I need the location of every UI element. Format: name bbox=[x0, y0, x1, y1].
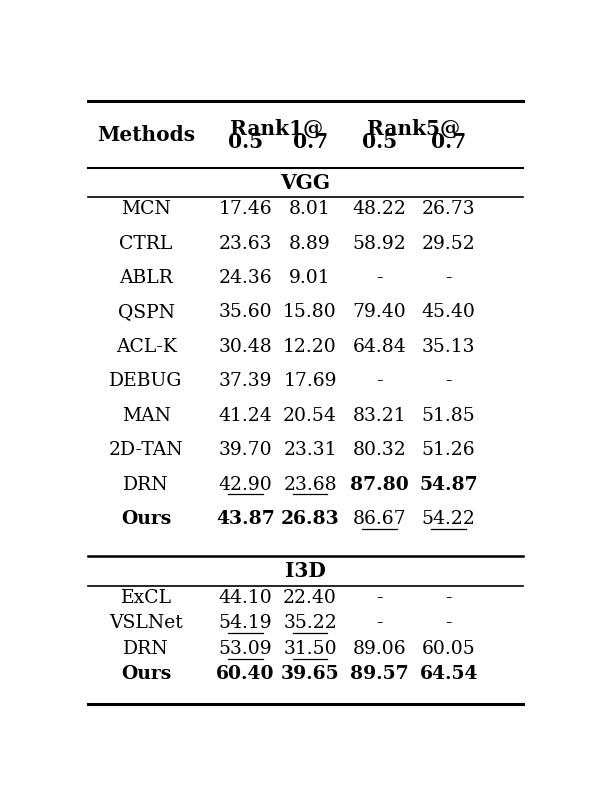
Text: 0.7: 0.7 bbox=[431, 133, 466, 152]
Text: 24.36: 24.36 bbox=[219, 269, 272, 287]
Text: 42.90: 42.90 bbox=[219, 476, 272, 494]
Text: 12.20: 12.20 bbox=[283, 338, 337, 356]
Text: 26.83: 26.83 bbox=[281, 510, 340, 528]
Text: 51.85: 51.85 bbox=[422, 407, 476, 425]
Text: 30.48: 30.48 bbox=[219, 338, 272, 356]
Text: -: - bbox=[445, 269, 452, 287]
Text: Rank5@: Rank5@ bbox=[367, 119, 460, 139]
Text: 35.60: 35.60 bbox=[219, 303, 272, 322]
Text: 86.67: 86.67 bbox=[353, 510, 406, 528]
Text: 0.5: 0.5 bbox=[228, 133, 263, 152]
Text: 29.52: 29.52 bbox=[422, 235, 476, 252]
Text: 45.40: 45.40 bbox=[422, 303, 476, 322]
Text: 64.84: 64.84 bbox=[352, 338, 406, 356]
Text: 89.06: 89.06 bbox=[353, 640, 406, 658]
Text: 54.87: 54.87 bbox=[420, 476, 478, 494]
Text: 23.63: 23.63 bbox=[219, 235, 272, 252]
Text: 48.22: 48.22 bbox=[352, 200, 406, 218]
Text: 35.13: 35.13 bbox=[422, 338, 476, 356]
Text: 41.24: 41.24 bbox=[219, 407, 272, 425]
Text: 54.19: 54.19 bbox=[219, 615, 272, 633]
Text: 2D-TAN: 2D-TAN bbox=[109, 441, 184, 459]
Text: 8.89: 8.89 bbox=[289, 235, 331, 252]
Text: 35.22: 35.22 bbox=[283, 615, 337, 633]
Text: I3D: I3D bbox=[285, 561, 326, 580]
Text: 37.39: 37.39 bbox=[219, 372, 272, 391]
Text: QSPN: QSPN bbox=[117, 303, 175, 322]
Text: 20.54: 20.54 bbox=[283, 407, 337, 425]
Text: 64.54: 64.54 bbox=[420, 665, 478, 684]
Text: 17.46: 17.46 bbox=[219, 200, 272, 218]
Text: CTRL: CTRL bbox=[119, 235, 173, 252]
Text: DRN: DRN bbox=[123, 476, 169, 494]
Text: MCN: MCN bbox=[121, 200, 171, 218]
Text: -: - bbox=[445, 372, 452, 391]
Text: 17.69: 17.69 bbox=[283, 372, 337, 391]
Text: Ours: Ours bbox=[121, 665, 171, 684]
Text: VSLNet: VSLNet bbox=[109, 615, 183, 633]
Text: Rank1@: Rank1@ bbox=[230, 119, 324, 139]
Text: 89.57: 89.57 bbox=[350, 665, 409, 684]
Text: 87.80: 87.80 bbox=[350, 476, 409, 494]
Text: MAN: MAN bbox=[122, 407, 170, 425]
Text: 83.21: 83.21 bbox=[353, 407, 406, 425]
Text: 8.01: 8.01 bbox=[289, 200, 331, 218]
Text: 26.73: 26.73 bbox=[422, 200, 476, 218]
Text: 22.40: 22.40 bbox=[283, 589, 337, 607]
Text: Methods: Methods bbox=[97, 125, 195, 145]
Text: 0.5: 0.5 bbox=[362, 133, 397, 152]
Text: VGG: VGG bbox=[280, 172, 331, 193]
Text: 54.22: 54.22 bbox=[422, 510, 476, 528]
Text: 53.09: 53.09 bbox=[219, 640, 272, 658]
Text: -: - bbox=[376, 269, 383, 287]
Text: 0.7: 0.7 bbox=[293, 133, 328, 152]
Text: 39.70: 39.70 bbox=[219, 441, 272, 459]
Text: 39.65: 39.65 bbox=[281, 665, 339, 684]
Text: -: - bbox=[445, 615, 452, 633]
Text: 80.32: 80.32 bbox=[352, 441, 406, 459]
Text: ExCL: ExCL bbox=[120, 589, 172, 607]
Text: -: - bbox=[376, 589, 383, 607]
Text: 51.26: 51.26 bbox=[422, 441, 476, 459]
Text: 23.68: 23.68 bbox=[283, 476, 337, 494]
Text: 43.87: 43.87 bbox=[216, 510, 275, 528]
Text: 58.92: 58.92 bbox=[352, 235, 406, 252]
Text: 31.50: 31.50 bbox=[283, 640, 337, 658]
Text: 9.01: 9.01 bbox=[289, 269, 331, 287]
Text: -: - bbox=[376, 615, 383, 633]
Text: DRN: DRN bbox=[123, 640, 169, 658]
Text: 60.40: 60.40 bbox=[216, 665, 275, 684]
Text: -: - bbox=[445, 589, 452, 607]
Text: -: - bbox=[376, 372, 383, 391]
Text: 15.80: 15.80 bbox=[283, 303, 337, 322]
Text: ABLR: ABLR bbox=[119, 269, 173, 287]
Text: 79.40: 79.40 bbox=[352, 303, 406, 322]
Text: Ours: Ours bbox=[121, 510, 171, 528]
Text: 23.31: 23.31 bbox=[283, 441, 337, 459]
Text: ACL-K: ACL-K bbox=[116, 338, 176, 356]
Text: 44.10: 44.10 bbox=[219, 589, 272, 607]
Text: 60.05: 60.05 bbox=[422, 640, 476, 658]
Text: DEBUG: DEBUG bbox=[110, 372, 183, 391]
